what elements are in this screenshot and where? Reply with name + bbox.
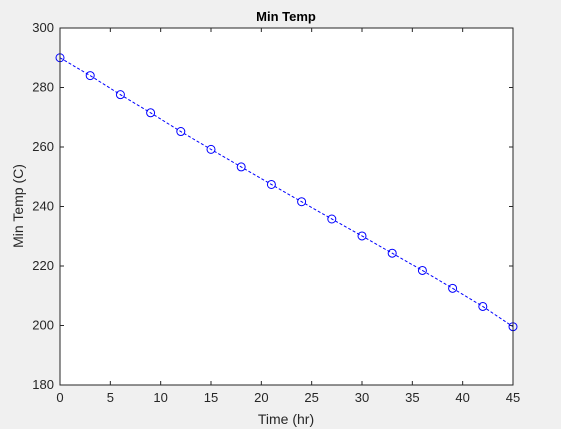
axes-box bbox=[59, 27, 514, 386]
data-point bbox=[176, 127, 186, 137]
data-point bbox=[387, 248, 397, 258]
x-tick-label: 20 bbox=[254, 390, 268, 405]
x-tick-label: 25 bbox=[304, 390, 318, 405]
data-point bbox=[206, 144, 216, 154]
x-tick-label: 40 bbox=[455, 390, 469, 405]
chart-title: Min Temp bbox=[256, 9, 316, 24]
y-axis-ticks: 180 200 220 240 260 280 300 bbox=[32, 20, 513, 392]
x-tick-label: 15 bbox=[204, 390, 218, 405]
data-point bbox=[297, 197, 307, 207]
x-tick-label: 5 bbox=[107, 390, 114, 405]
data-point bbox=[85, 71, 95, 81]
x-tick-label: 45 bbox=[506, 390, 520, 405]
data-point bbox=[115, 90, 125, 100]
y-tick-label: 200 bbox=[32, 318, 54, 333]
y-tick-label: 300 bbox=[32, 20, 54, 35]
data-point bbox=[448, 283, 458, 293]
plot-area bbox=[60, 28, 513, 385]
data-point bbox=[357, 231, 367, 241]
x-tick-label: 35 bbox=[405, 390, 419, 405]
data-point bbox=[236, 162, 246, 172]
y-tick-label: 220 bbox=[32, 258, 54, 273]
x-tick-label: 0 bbox=[56, 390, 63, 405]
x-axis-label: Time (hr) bbox=[258, 411, 314, 427]
x-axis-ticks: 0 5 10 15 20 25 30 35 40 45 bbox=[56, 28, 520, 405]
x-tick-label: 10 bbox=[153, 390, 167, 405]
y-tick-label: 180 bbox=[32, 377, 54, 392]
data-point bbox=[327, 214, 337, 224]
data-point bbox=[146, 108, 156, 118]
y-tick-label: 280 bbox=[32, 80, 54, 95]
data-point bbox=[266, 179, 276, 189]
y-tick-label: 260 bbox=[32, 139, 54, 154]
x-tick-label: 30 bbox=[355, 390, 369, 405]
data-point bbox=[417, 265, 427, 275]
y-axis-label: Min Temp (C) bbox=[10, 164, 26, 248]
y-tick-label: 240 bbox=[32, 199, 54, 214]
data-point bbox=[478, 301, 488, 311]
series-line bbox=[59, 57, 514, 328]
